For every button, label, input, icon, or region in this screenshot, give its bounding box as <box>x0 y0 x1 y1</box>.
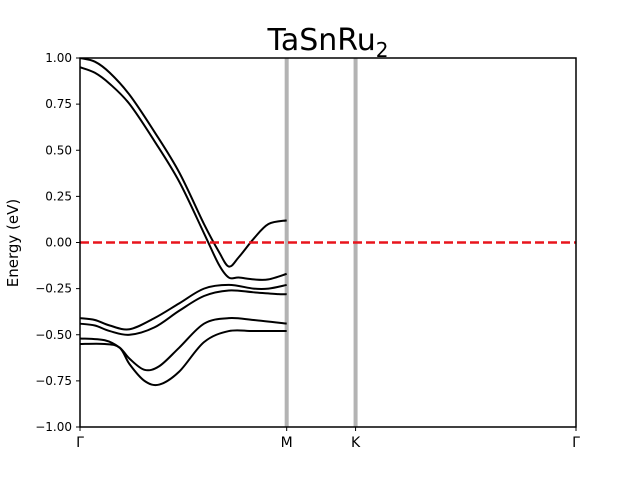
band-line-0 <box>80 58 287 268</box>
y-tick-label-5: 0.25 <box>45 189 72 203</box>
y-axis-label: Energy (eV) <box>4 199 22 287</box>
kpoint-label-0: Γ <box>76 435 84 451</box>
plot-area: −1.00 −0.75 −0.50 −0.25 0.00 0.25 0.50 0.75 1.00… <box>35 51 580 451</box>
y-tick-label-0: −1.00 <box>35 420 72 434</box>
band-line-5 <box>80 329 287 387</box>
y-tick-label-3: −0.25 <box>35 282 72 296</box>
y-tick-label-2: −0.50 <box>35 328 72 342</box>
y-tick-label-7: 0.75 <box>45 97 72 111</box>
band-line-1 <box>80 66 287 281</box>
chart-title: TaSnRu2 <box>266 23 388 62</box>
y-tick-label-6: 0.50 <box>45 143 72 157</box>
band-line-3 <box>80 289 287 336</box>
kpoint-label-1: M <box>281 435 293 451</box>
kpoint-label-2: K <box>351 435 361 451</box>
band-line-2 <box>80 283 287 331</box>
y-tick-label-8: 1.00 <box>45 51 72 65</box>
kpoint-label-3: Γ <box>572 435 580 451</box>
y-tick-label-4: 0.00 <box>45 236 72 250</box>
y-tick-label-1: −0.75 <box>35 374 72 388</box>
bands-group <box>80 58 287 387</box>
